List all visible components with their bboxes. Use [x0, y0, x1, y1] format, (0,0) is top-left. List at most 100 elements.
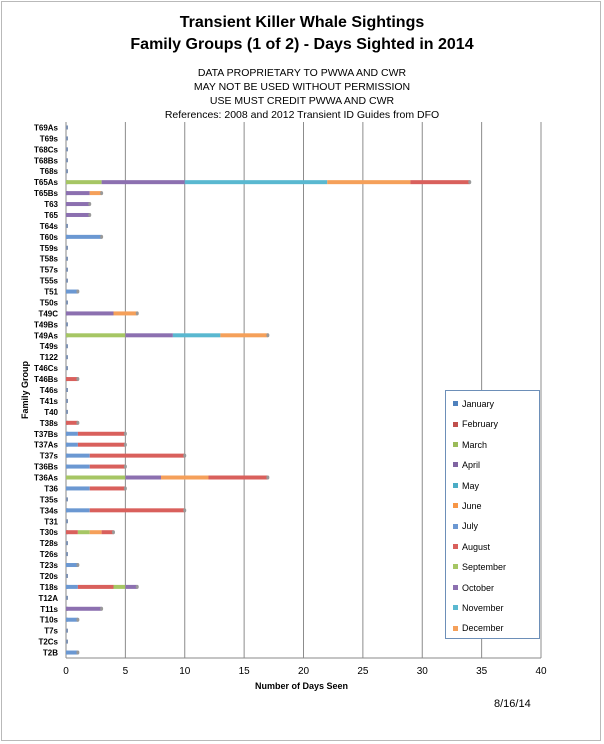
- bar-stub: [66, 267, 68, 272]
- bar-segment: [66, 234, 102, 239]
- y-tick-label: T46Bs: [34, 375, 59, 384]
- legend-swatch: [453, 564, 458, 570]
- y-tick-label: T46s: [40, 386, 59, 395]
- y-tick-label: T68Cs: [34, 145, 59, 154]
- legend-swatch: [453, 605, 458, 611]
- x-tick-label: 0: [63, 666, 69, 677]
- y-tick-label: T40: [44, 408, 58, 417]
- bar-stub: [66, 519, 68, 524]
- bar-cap: [100, 191, 104, 196]
- bar-segment: [89, 530, 102, 535]
- bar-stub: [66, 147, 68, 152]
- chart-title-line1: Transient Killer Whale Sightings: [179, 14, 425, 31]
- y-tick-label: T34s: [40, 506, 59, 515]
- bar-segment: [66, 377, 78, 382]
- legend-item: March: [453, 439, 487, 451]
- y-tick-label: T30s: [40, 528, 59, 537]
- y-tick-label: T65As: [34, 178, 59, 187]
- bar-stub: [66, 300, 68, 305]
- y-tick-label: T68s: [40, 167, 59, 176]
- bar-segment: [66, 486, 90, 491]
- bar-cap: [183, 508, 187, 513]
- y-tick-label: T64s: [40, 222, 59, 231]
- notice-line-1: DATA PROPRIETARY TO PWWA AND CWR: [197, 67, 407, 79]
- bar-segment: [89, 486, 126, 491]
- bar-segment: [66, 453, 90, 458]
- bar-segment: [66, 606, 102, 611]
- bar-stub: [66, 628, 68, 633]
- x-tick-label: 30: [417, 666, 429, 677]
- legend-item: November: [453, 602, 504, 614]
- legend-label: March: [462, 439, 488, 450]
- bar-segment: [66, 191, 90, 196]
- bar-cap: [266, 333, 270, 338]
- bar-cap: [88, 202, 92, 207]
- x-axis-label: Number of Days Seen: [255, 681, 348, 691]
- y-tick-label: T49s: [40, 342, 59, 351]
- bar-segment: [66, 475, 126, 480]
- x-tick-label: 10: [179, 666, 191, 677]
- legend-swatch: [453, 462, 458, 468]
- bar-segment: [66, 212, 90, 217]
- y-tick-label: T2Cs: [38, 638, 58, 647]
- x-tick-label: 25: [357, 666, 369, 677]
- y-tick-label: T49As: [34, 331, 59, 340]
- bar-segment: [101, 530, 114, 535]
- bar-segment: [184, 180, 328, 185]
- bar-cap: [88, 212, 92, 217]
- legend-label: April: [462, 460, 481, 471]
- legend-label: July: [462, 521, 479, 532]
- bar-stub: [66, 169, 68, 174]
- bar-stub: [66, 552, 68, 557]
- bar-stub: [66, 573, 68, 578]
- bar-segment: [125, 584, 138, 589]
- legend-item: January: [453, 398, 494, 410]
- y-tick-label: T50s: [40, 298, 59, 307]
- y-tick-label: T2B: [43, 649, 58, 658]
- legend-swatch: [453, 543, 458, 549]
- y-tick-label: T38s: [40, 419, 59, 428]
- legend-label: February: [462, 419, 499, 430]
- legend-item: April: [453, 459, 480, 471]
- y-tick-label: T60s: [40, 233, 59, 242]
- y-tick-label: T36As: [34, 474, 59, 483]
- y-tick-label: T41s: [40, 397, 59, 406]
- legend-item: December: [453, 622, 504, 634]
- bar-cap: [100, 234, 104, 239]
- bar-segment: [66, 420, 78, 425]
- y-tick-label: T31: [44, 517, 58, 526]
- x-tick-label: 5: [123, 666, 129, 677]
- y-tick-label: T11s: [40, 605, 58, 614]
- y-tick-label: T18s: [40, 583, 59, 592]
- bar-cap: [76, 289, 80, 294]
- y-tick-label: T12A: [38, 594, 58, 603]
- legend-label: October: [462, 582, 495, 593]
- bar-cap: [135, 311, 139, 316]
- bar-stub: [66, 245, 68, 250]
- legend-swatch: [453, 441, 458, 447]
- bar-segment: [125, 475, 161, 480]
- chart-legend: January February March April May June July Augu…: [445, 390, 540, 639]
- y-tick-label: T28s: [40, 539, 59, 548]
- x-tick-label: 40: [535, 666, 547, 677]
- bar-segment: [66, 202, 90, 207]
- bar-segment: [208, 475, 268, 480]
- bar-stub: [66, 366, 68, 371]
- notice-line-3: USE MUST CREDIT PWWA AND CWR: [209, 95, 395, 107]
- bar-cap: [123, 442, 127, 447]
- y-tick-label: T37As: [34, 441, 59, 450]
- legend-label: December: [462, 623, 504, 634]
- y-tick-label: T7s: [44, 627, 58, 636]
- legend-swatch: [453, 482, 458, 488]
- bar-stub: [66, 409, 68, 414]
- y-tick-label: T59s: [40, 244, 59, 253]
- bar-cap: [266, 475, 270, 480]
- bar-stub: [66, 388, 68, 392]
- y-tick-label: T20s: [40, 572, 59, 581]
- bar-stub: [66, 125, 68, 130]
- y-tick-label: T57s: [40, 266, 59, 275]
- bar-segment: [172, 333, 221, 338]
- bar-cap: [135, 584, 139, 589]
- bar-segment: [66, 563, 78, 568]
- bar-stub: [66, 158, 68, 163]
